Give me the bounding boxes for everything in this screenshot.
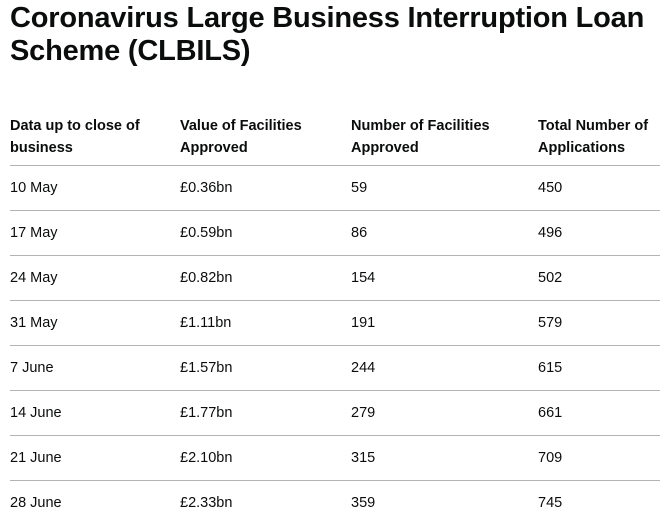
table-row: 24 May £0.82bn 154 502 bbox=[10, 255, 660, 301]
cell-total-applications: 615 bbox=[538, 345, 660, 391]
cell-value-approved: £1.57bn bbox=[180, 345, 351, 391]
cell-value-approved: £1.77bn bbox=[180, 390, 351, 436]
table-row: 17 May £0.59bn 86 496 bbox=[10, 210, 660, 256]
column-header-date: Data up to close of business bbox=[10, 115, 180, 166]
table-row: 31 May £1.11bn 191 579 bbox=[10, 300, 660, 346]
table-row: 10 May £0.36bn 59 450 bbox=[10, 165, 660, 211]
cell-number-approved: 154 bbox=[351, 255, 538, 301]
cell-date: 7 June bbox=[10, 345, 180, 391]
cell-date: 14 June bbox=[10, 390, 180, 436]
cell-number-approved: 59 bbox=[351, 165, 538, 211]
cell-total-applications: 745 bbox=[538, 495, 563, 512]
table-header-row: Data up to close of business Value of Fa… bbox=[10, 115, 660, 166]
cell-value-approved: £1.11bn bbox=[180, 300, 351, 346]
column-header-number-approved: Number of Facilities Approved bbox=[351, 115, 538, 166]
cell-number-approved: 191 bbox=[351, 300, 538, 346]
cell-total-applications: 709 bbox=[538, 435, 660, 481]
cell-date: 21 June bbox=[10, 435, 180, 481]
cell-date: 10 May bbox=[10, 165, 180, 211]
cell-number-approved: 86 bbox=[351, 210, 538, 256]
cell-date: 17 May bbox=[10, 210, 180, 256]
cell-date: 31 May bbox=[10, 300, 180, 346]
cell-value-approved: £2.33bn bbox=[180, 495, 233, 512]
cell-total-applications: 502 bbox=[538, 255, 660, 301]
column-header-value-approved: Value of Facilities Approved bbox=[180, 115, 351, 166]
cell-total-applications: 579 bbox=[538, 300, 660, 346]
cell-value-approved: £0.59bn bbox=[180, 210, 351, 256]
table-row: 28 June £2.33bn 359 745 bbox=[10, 481, 660, 526]
cell-number-approved: 244 bbox=[351, 345, 538, 391]
clbils-data-table: Data up to close of business Value of Fa… bbox=[10, 115, 660, 526]
table-row: 7 June £1.57bn 244 615 bbox=[10, 345, 660, 391]
cell-value-approved: £0.82bn bbox=[180, 255, 351, 301]
page-title: Coronavirus Large Business Interruption … bbox=[10, 2, 645, 67]
cell-total-applications: 496 bbox=[538, 210, 660, 256]
column-header-total-applications: Total Number of Applications bbox=[538, 115, 660, 166]
cell-total-applications: 661 bbox=[538, 390, 660, 436]
cell-number-approved: 359 bbox=[351, 495, 376, 512]
cell-total-applications: 450 bbox=[538, 165, 660, 211]
cell-value-approved: £0.36bn bbox=[180, 165, 351, 211]
table-row: 21 June £2.10bn 315 709 bbox=[10, 435, 660, 481]
cell-number-approved: 315 bbox=[351, 435, 538, 481]
cell-number-approved: 279 bbox=[351, 390, 538, 436]
cell-date: 28 June bbox=[10, 495, 62, 512]
cell-date: 24 May bbox=[10, 255, 180, 301]
table-row: 14 June £1.77bn 279 661 bbox=[10, 390, 660, 436]
cell-value-approved: £2.10bn bbox=[180, 435, 351, 481]
